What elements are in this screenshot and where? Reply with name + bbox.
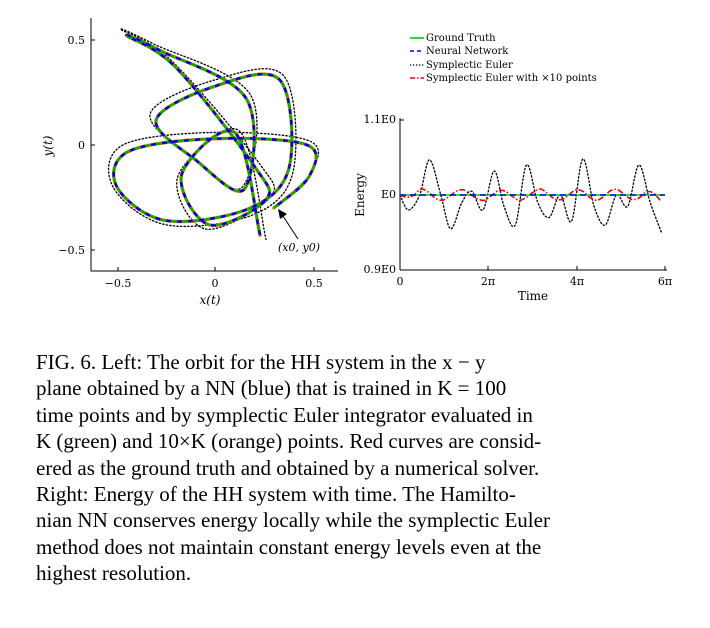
right-xtick-label: 0: [397, 275, 404, 288]
legend-label: Neural Network: [426, 46, 509, 57]
start-point-arrow: [280, 212, 299, 240]
caption-line: ered as the ground truth and obtained by…: [36, 455, 540, 480]
right-x-axis-label: Time: [518, 289, 548, 303]
caption-line: FIG. 6. Left: The orbit for the HH syste…: [36, 350, 486, 374]
right-xtick-label: 2π: [481, 275, 495, 288]
right-y-axis-label: Energy: [353, 173, 367, 217]
left-y-axis-label: y(t): [41, 135, 55, 157]
left-xtick-label: 0.5: [305, 277, 323, 290]
legend-item-neural-network: Neural Network: [410, 46, 509, 57]
right-xtick-label: 4π: [570, 275, 584, 288]
caption-line: Right: Energy of the HH system with time…: [36, 482, 516, 507]
legend-item-euler-x10: Symplectic Euler with ×10 points: [410, 73, 597, 84]
left-ytick-label: 0.5: [68, 34, 86, 47]
caption-line: K (green) and 10×K (orange) points. Red …: [36, 429, 542, 454]
caption-line: time points and by symplectic Euler inte…: [36, 402, 533, 427]
legend-label: Ground Truth: [426, 33, 496, 44]
left-xtick-label: −0.5: [105, 277, 132, 290]
right-ytick-label: 1.1E0: [363, 113, 396, 126]
left-ytick-label: 0: [78, 139, 85, 152]
figure-6: 0.5 0 −0.5 −0.5 0 0.5 x(t) y(t) (x0, y0)…: [41, 18, 672, 307]
legend-label: Symplectic Euler: [426, 60, 513, 71]
right-ytick-label: E0: [381, 188, 396, 201]
left-ytick-label: −0.5: [58, 244, 85, 257]
left-x-axis-label: x(t): [200, 293, 221, 307]
legend-item-symplectic-euler: Symplectic Euler: [410, 60, 513, 71]
orbit-euler-k-points-line: [112, 33, 318, 236]
arrow-head-icon: [278, 209, 287, 219]
right-panel: 1.1E0 E0 0.9E0 0 2π 4π 6π Time Energy Gr…: [353, 33, 672, 303]
legend: Ground Truth Neural Network Symplectic E…: [410, 33, 597, 84]
left-panel: 0.5 0 −0.5 −0.5 0 0.5 x(t) y(t) (x0, y0): [41, 18, 338, 307]
left-xtick-label: 0: [212, 277, 219, 290]
start-point-label: (x0, y0): [278, 241, 320, 254]
figure-caption: FIG. 6. Left: The orbit for the HH syste…: [36, 349, 690, 587]
legend-label: Symplectic Euler with ×10 points: [426, 73, 597, 84]
caption-line: highest resolution.: [36, 561, 192, 586]
legend-item-ground-truth: Ground Truth: [410, 33, 496, 44]
caption-line: method does not maintain constant energy…: [36, 534, 542, 559]
orbit-symplectic-euler-line: [107, 28, 319, 241]
right-ytick-label: 0.9E0: [363, 263, 396, 276]
right-xtick-label: 6π: [658, 275, 672, 288]
caption-line: nian NN conserves energy locally while t…: [36, 508, 550, 533]
caption-line: plane obtained by a NN (blue) that is tr…: [36, 376, 507, 401]
